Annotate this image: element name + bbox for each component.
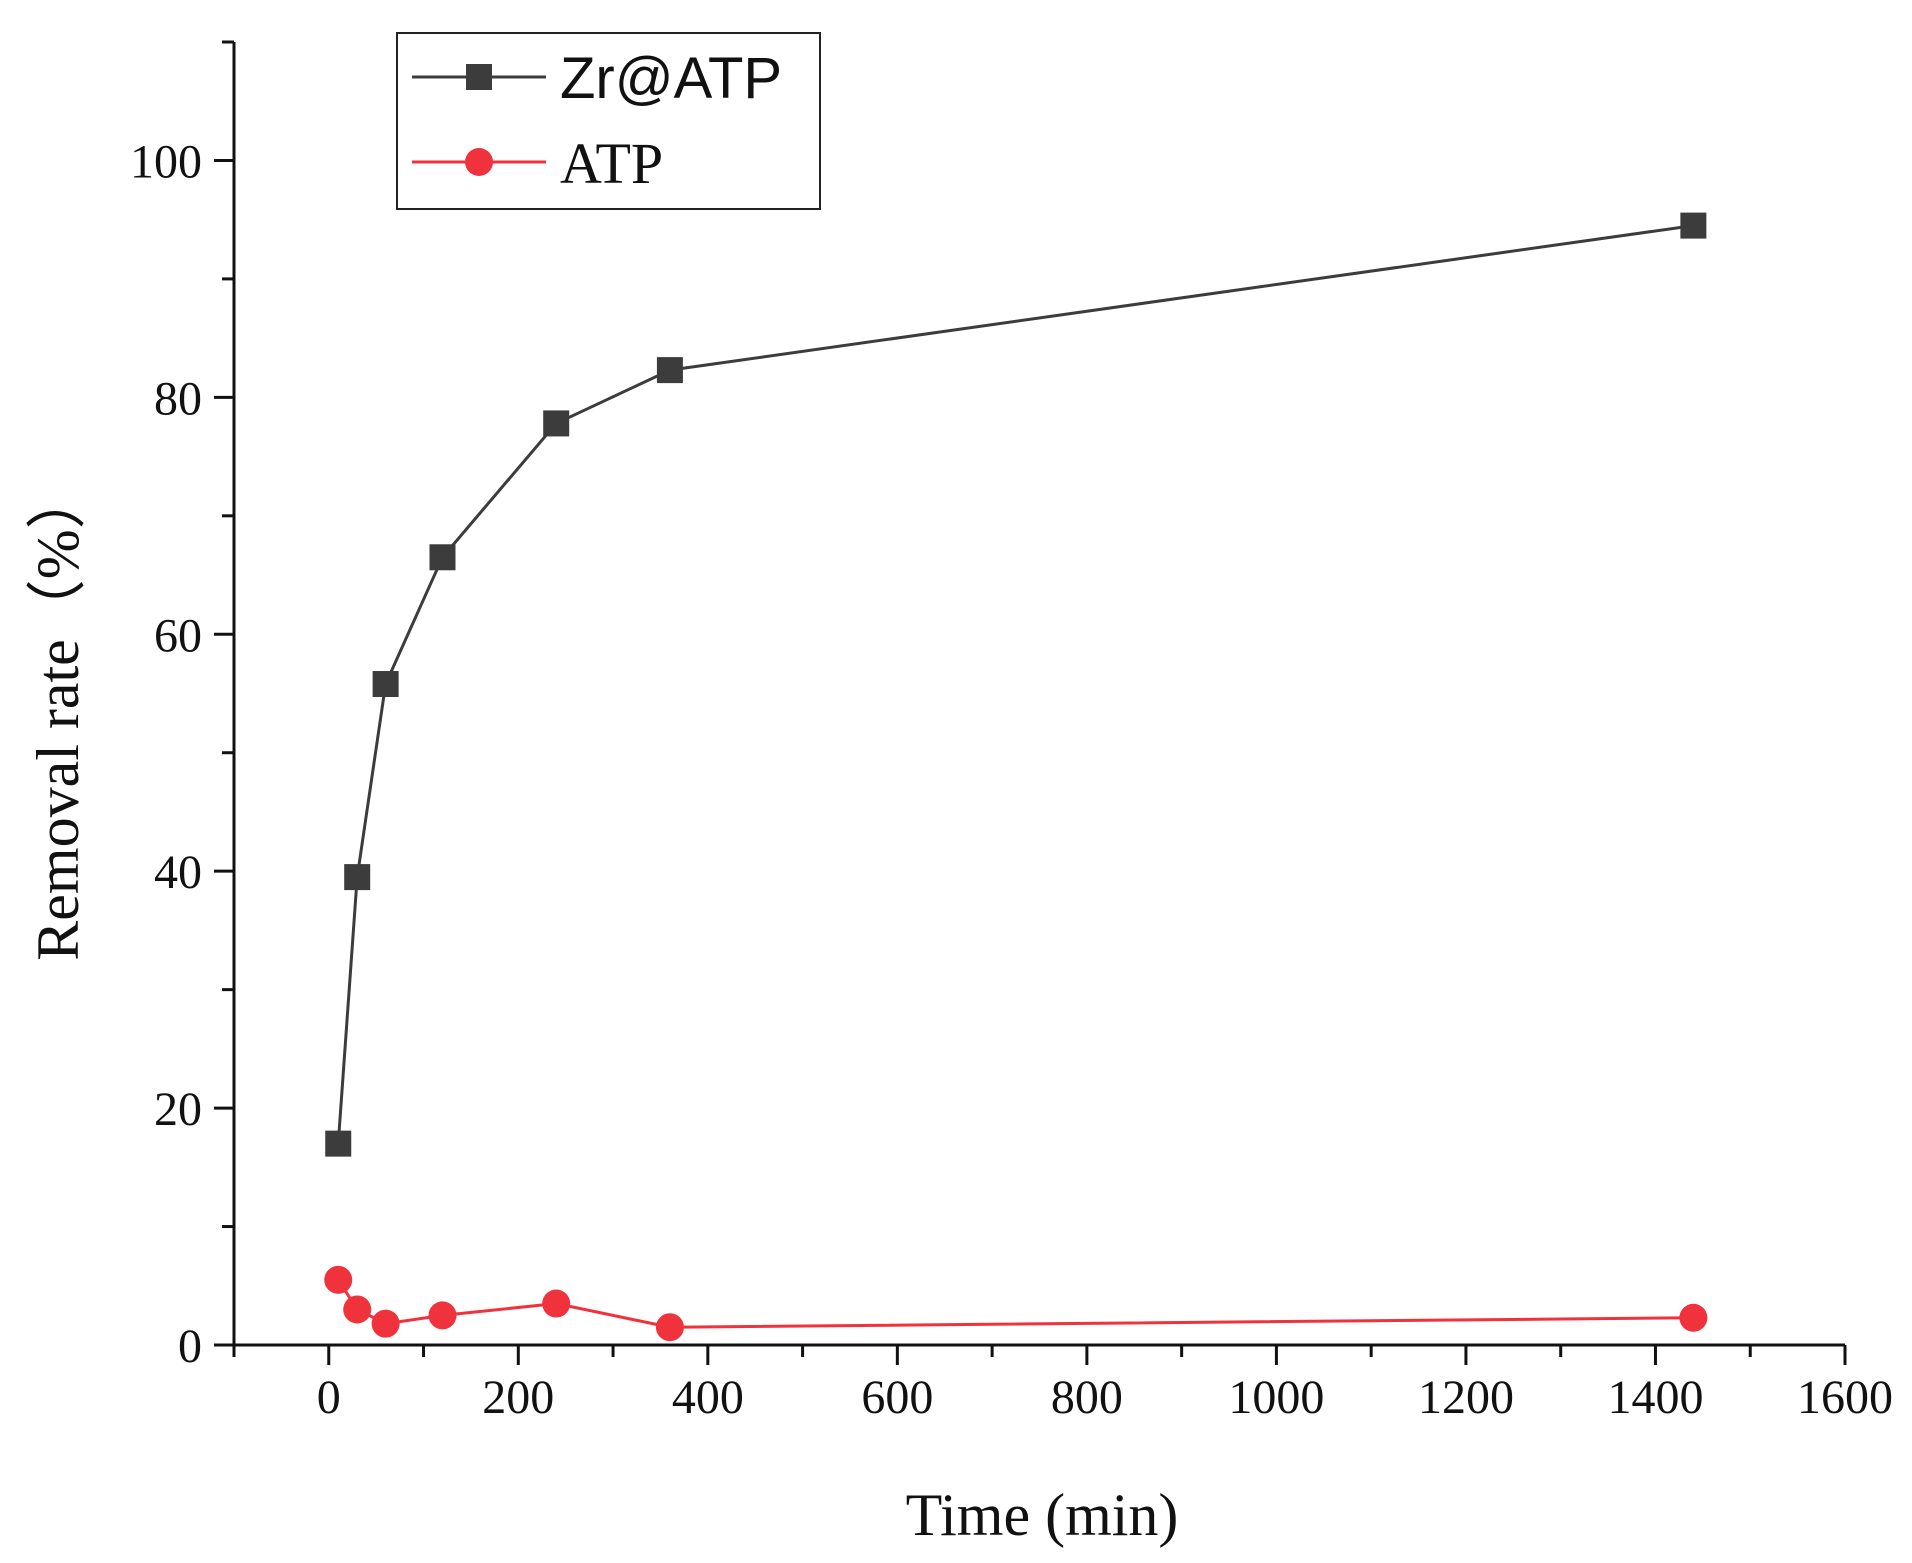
y-tick-label: 20 [154,1083,202,1136]
legend-label: Zr@ATP [560,46,782,111]
data-point-square [543,410,570,437]
data-point-circle [371,1309,400,1338]
x-tick-label: 1400 [1607,1371,1703,1424]
data-point-square [656,357,683,384]
data-point-circle [343,1295,372,1324]
data-point-square [325,1130,352,1157]
data-point-circle [324,1265,353,1294]
legend-marker-circle [465,148,493,176]
axes [232,42,1845,1347]
data-point-square [429,544,456,571]
data-point-circle [542,1289,571,1318]
data-point-square [344,864,371,891]
series-layer [324,212,1708,1342]
x-tick-label: 1200 [1418,1371,1514,1424]
series-zr-atp [325,212,1707,1157]
y-tick-label: 100 [130,135,202,188]
x-tick-label: 400 [672,1371,744,1424]
y-axis-title: Removal rate（%） [25,469,91,961]
y-tick-label: 40 [154,846,202,899]
legend-box [396,32,821,210]
series-atp [324,1265,1708,1342]
x-axis-title: Time (min) [906,1482,1179,1548]
legend-label: ATP [560,131,663,196]
x-tick-label: 1600 [1797,1371,1893,1424]
data-point-circle [655,1313,684,1342]
legend-marker-square [466,64,492,90]
data-point-circle [428,1301,457,1330]
x-tick-label: 0 [317,1371,341,1424]
x-tick-label: 1000 [1228,1371,1324,1424]
y-tick-label: 0 [178,1320,202,1373]
x-tick-label: 800 [1051,1371,1123,1424]
y-axis-ticks: 0 20 40 60 80 100 [130,40,234,1373]
x-tick-label: 200 [482,1371,554,1424]
x-axis-ticks: 0 200 400 600 800 1000 1200 1400 1600 [232,1345,1893,1424]
data-point-square [1680,212,1707,239]
y-tick-label: 80 [154,372,202,425]
data-point-square [372,671,399,698]
data-point-circle [1679,1303,1708,1332]
x-tick-label: 600 [861,1371,933,1424]
legend: Zr@ATP ATP [396,32,821,210]
y-tick-label: 60 [154,609,202,662]
